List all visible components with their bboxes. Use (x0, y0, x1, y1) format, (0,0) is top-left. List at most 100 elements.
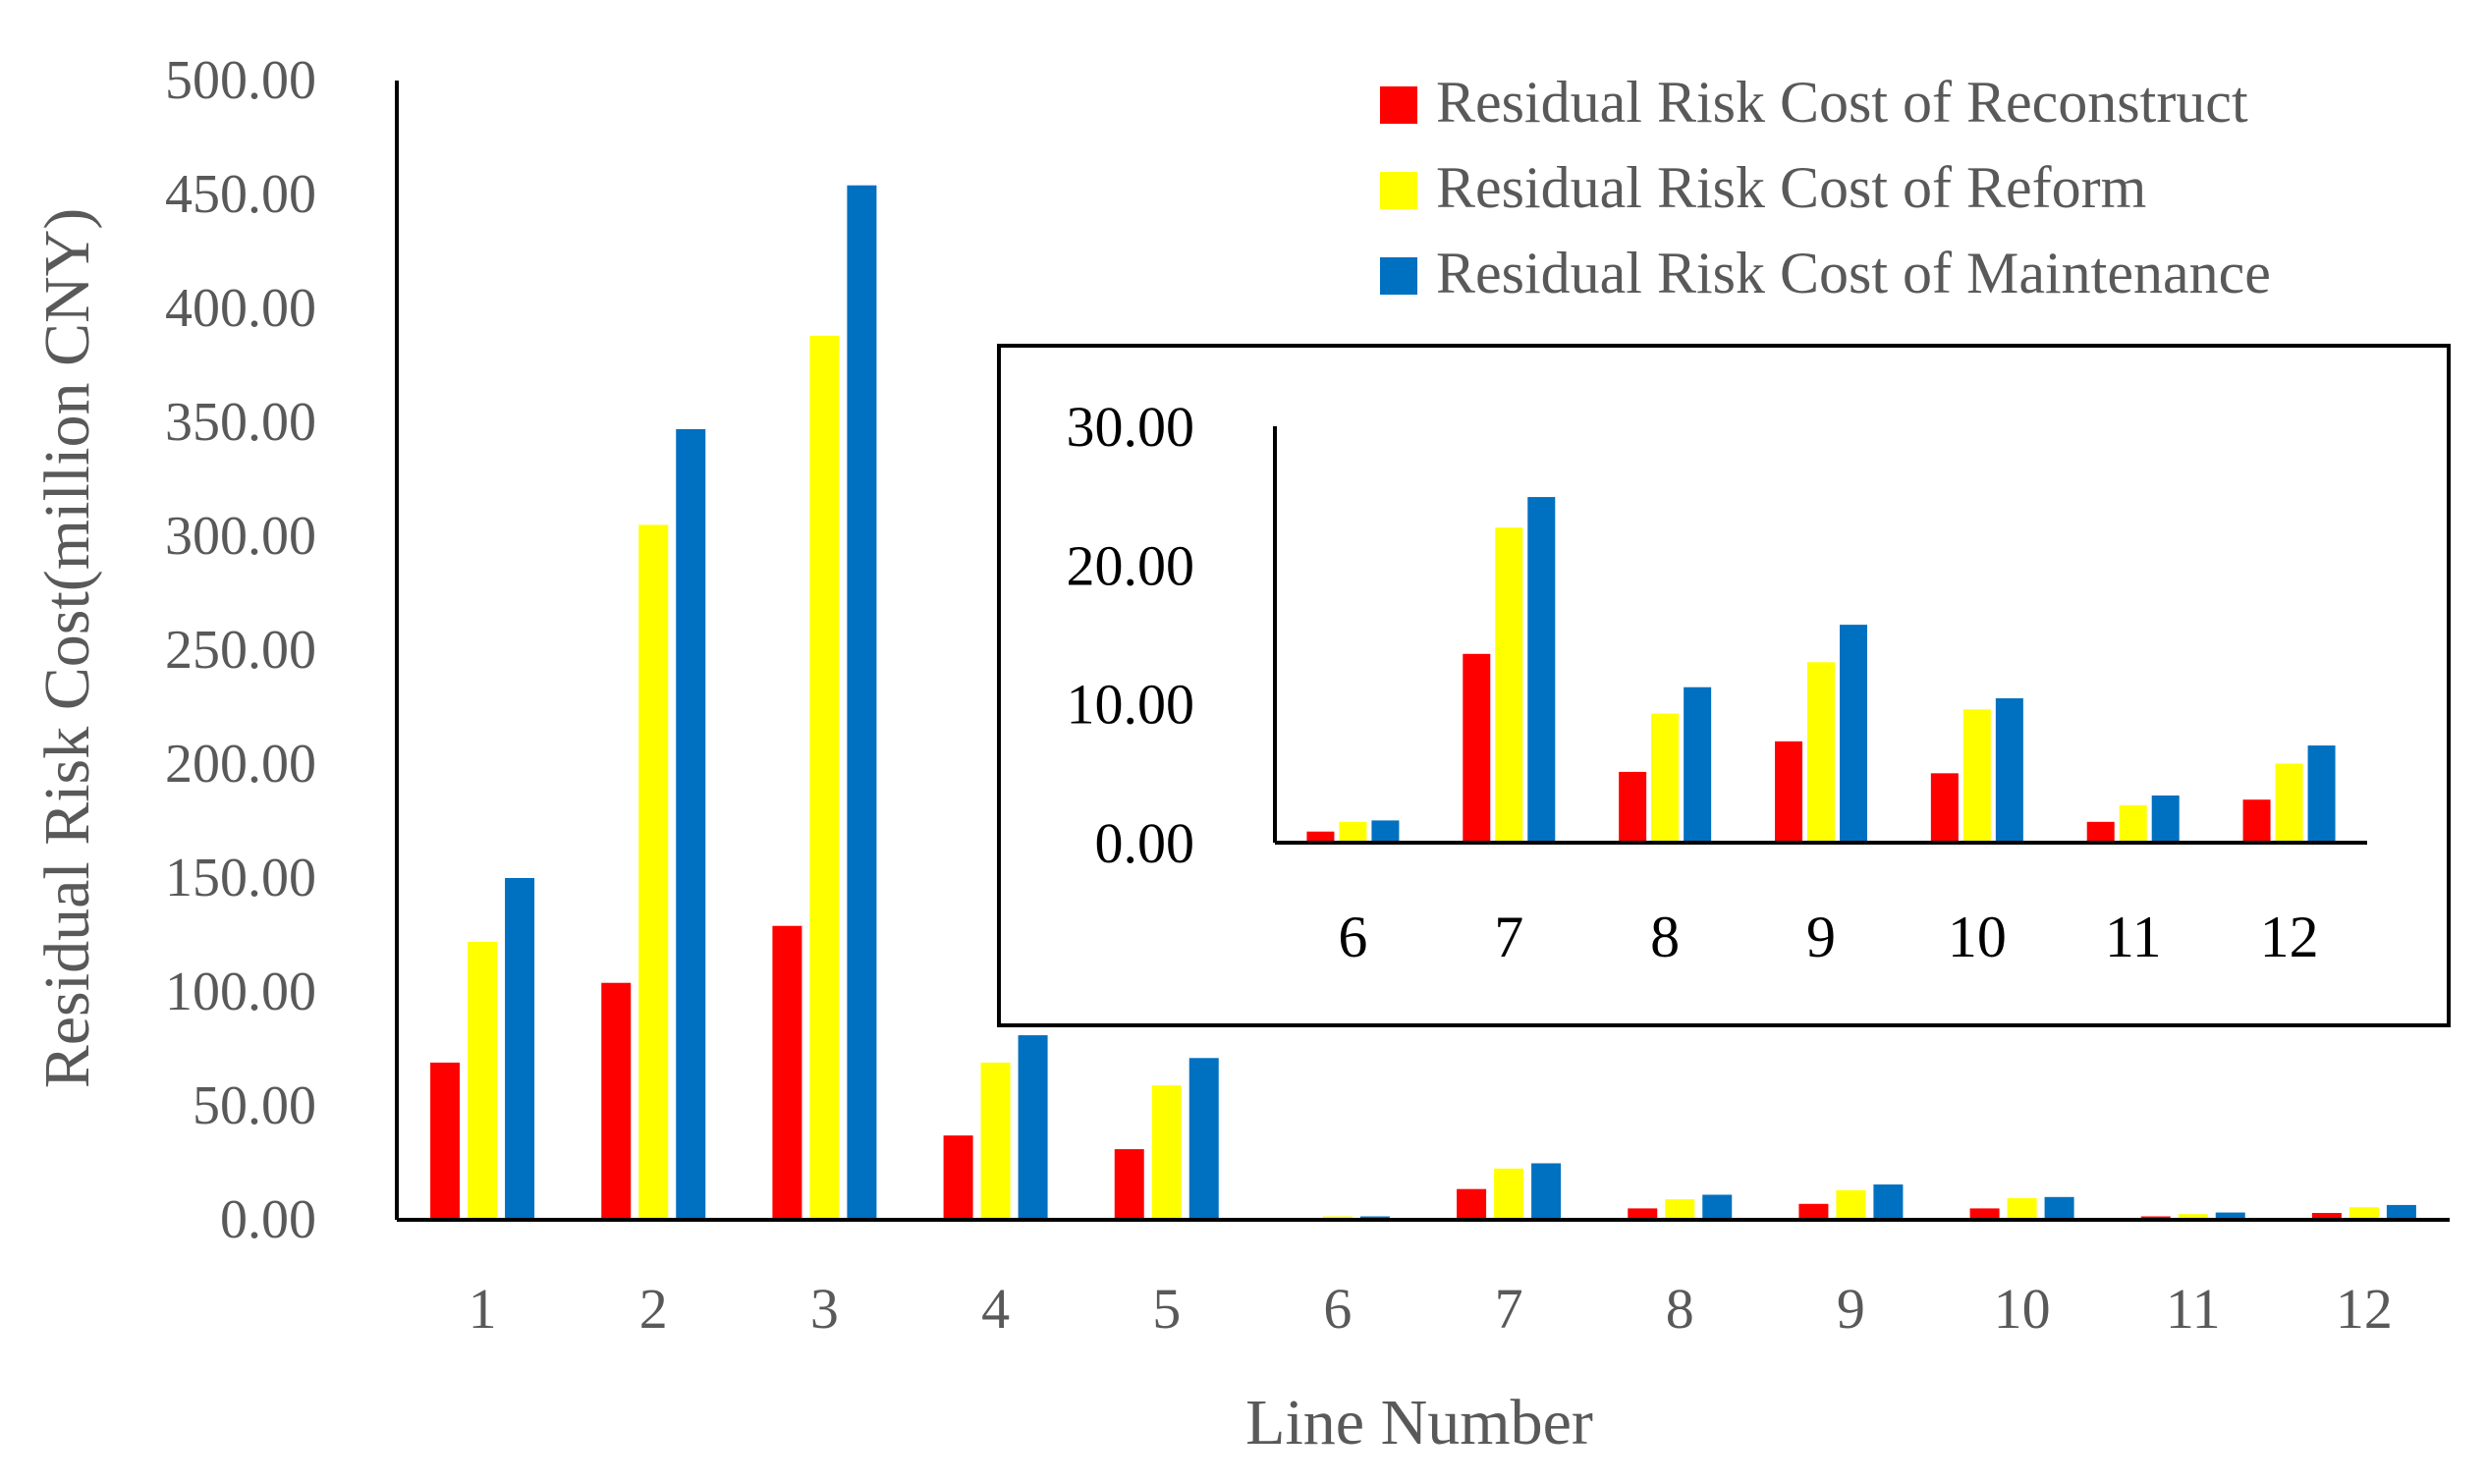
inset-chart: 0.00 10.00 20.00 30.00 6 7 8 9 10 11 12 (997, 344, 2451, 1027)
bar-residual-risk-cost-of-reconstruct-line-7 (1457, 1188, 1487, 1220)
bar-residual-risk-cost-of-maintenance-line-8 (1702, 1194, 1733, 1220)
legend: Residual Risk Cost of Reconstruct Residua… (1380, 70, 2271, 305)
y-tick-label: 450.00 (165, 164, 316, 225)
inset-bar-residual-risk-cost-of-reform-line-6 (1339, 821, 1367, 843)
inset-bar-residual-risk-cost-of-reform-line-10 (1962, 709, 1991, 843)
bar-residual-risk-cost-of-maintenance-line-7 (1531, 1163, 1562, 1220)
x-tick-label: 5 (1152, 1277, 1181, 1341)
inset-x-tick-label: 8 (1650, 905, 1680, 969)
y-tick-label: 50.00 (193, 1075, 316, 1136)
bar-residual-risk-cost-of-reconstruct-line-9 (1798, 1203, 1829, 1220)
bar-residual-risk-cost-of-maintenance-line-10 (2044, 1196, 2074, 1220)
bar-residual-risk-cost-of-maintenance-line-5 (1188, 1058, 1219, 1220)
inset-y-tick-label: 30.00 (1067, 395, 1195, 459)
bar-residual-risk-cost-of-maintenance-line-11 (2215, 1212, 2245, 1220)
bar-residual-risk-cost-of-maintenance-line-4 (1018, 1035, 1048, 1220)
inset-bar-residual-risk-cost-of-reform-line-8 (1651, 713, 1680, 843)
y-tick-label: 400.00 (165, 278, 316, 339)
bar-residual-risk-cost-of-maintenance-line-1 (505, 878, 535, 1220)
bar-residual-risk-cost-of-reconstruct-line-2 (601, 982, 632, 1220)
inset-bar-residual-risk-cost-of-reform-line-11 (2119, 804, 2147, 843)
inset-y-tick-label: 20.00 (1067, 533, 1195, 597)
inset-bar-residual-risk-cost-of-reconstruct-line-9 (1775, 741, 1802, 843)
legend-entry: Residual Risk Cost of Reconstruct (1436, 70, 2248, 135)
inset-bar-residual-risk-cost-of-reconstruct-line-8 (1619, 771, 1647, 843)
inset-x-tick-label: 11 (2105, 905, 2162, 969)
y-tick-label: 0.00 (220, 1189, 316, 1250)
inset-bar-residual-risk-cost-of-reconstruct-line-11 (2086, 821, 2115, 843)
bar-residual-risk-cost-of-reconstruct-line-5 (1114, 1149, 1144, 1220)
x-tick-label: 8 (1666, 1277, 1694, 1341)
bar-residual-risk-cost-of-reconstruct-line-12 (2311, 1213, 2342, 1220)
legend-entry: Residual Risk Cost of Maintenance (1436, 241, 2271, 305)
y-tick-label: 500.00 (165, 50, 316, 111)
inset-bar-residual-risk-cost-of-reconstruct-line-12 (2242, 799, 2271, 843)
x-tick-label: 6 (1323, 1277, 1352, 1341)
inset-x-tick-label: 6 (1338, 905, 1367, 969)
x-tick-label: 9 (1837, 1277, 1865, 1341)
inset-bar-residual-risk-cost-of-maintenance-line-11 (2151, 795, 2180, 843)
bar-residual-risk-cost-of-reform-line-11 (2178, 1214, 2208, 1220)
bar-residual-risk-cost-of-reform-line-10 (2007, 1197, 2037, 1220)
x-tick-label: 7 (1495, 1277, 1523, 1341)
bar-residual-risk-cost-of-reform-line-4 (980, 1062, 1011, 1220)
y-tick-label: 100.00 (165, 962, 316, 1022)
inset-bar-residual-risk-cost-of-reconstruct-line-6 (1306, 831, 1335, 843)
inset-bar-residual-risk-cost-of-maintenance-line-12 (2307, 745, 2336, 843)
x-tick-label: 4 (981, 1277, 1010, 1341)
bar-residual-risk-cost-of-maintenance-line-3 (847, 185, 877, 1221)
bar-residual-risk-cost-of-reconstruct-line-8 (1628, 1208, 1658, 1220)
x-tick-label: 3 (810, 1277, 839, 1341)
inset-frame (997, 344, 2451, 1027)
bar-residual-risk-cost-of-maintenance-line-9 (1873, 1184, 1904, 1220)
x-tick-label: 12 (2336, 1277, 2393, 1341)
y-tick-label: 300.00 (165, 506, 316, 567)
bar-residual-risk-cost-of-reconstruct-line-10 (1969, 1208, 2000, 1220)
x-tick-label: 11 (2166, 1277, 2221, 1341)
inset-x-tick-label: 7 (1494, 905, 1523, 969)
bar-residual-risk-cost-of-reconstruct-line-3 (772, 925, 802, 1220)
y-tick-label: 200.00 (165, 734, 316, 795)
inset-bar-residual-risk-cost-of-maintenance-line-6 (1371, 820, 1400, 843)
x-tick-label: 1 (469, 1277, 497, 1341)
inset-bar-residual-risk-cost-of-reform-line-9 (1807, 662, 1835, 843)
legend-swatch (1380, 257, 1417, 295)
inset-bar-residual-risk-cost-of-maintenance-line-9 (1840, 625, 1867, 843)
bar-residual-risk-cost-of-maintenance-line-2 (676, 428, 706, 1221)
inset-y-tick-label: 0.00 (1095, 811, 1195, 875)
bar-residual-risk-cost-of-reform-line-8 (1665, 1199, 1695, 1220)
inset-y-tick-label: 10.00 (1067, 673, 1195, 737)
x-tick-label: 2 (639, 1277, 668, 1341)
legend-swatch (1380, 86, 1417, 124)
main-chart: 0.0050.00100.00150.00200.00250.00300.003… (31, 50, 2450, 1458)
inset-bar-residual-risk-cost-of-reconstruct-line-10 (1930, 773, 1959, 843)
bar-residual-risk-cost-of-reform-line-3 (809, 335, 840, 1221)
bar-residual-risk-cost-of-reform-line-7 (1494, 1168, 1524, 1220)
bar-residual-risk-cost-of-reform-line-2 (638, 524, 669, 1220)
legend-entry: Residual Risk Cost of Reform (1436, 155, 2146, 220)
legend-swatch (1380, 172, 1417, 209)
inset-bar-residual-risk-cost-of-maintenance-line-8 (1684, 687, 1712, 843)
inset-bar-residual-risk-cost-of-reform-line-7 (1495, 527, 1523, 843)
inset-x-tick-label: 12 (2260, 905, 2319, 969)
inset-bar-residual-risk-cost-of-maintenance-line-7 (1527, 497, 1556, 843)
bar-residual-risk-cost-of-maintenance-line-12 (2386, 1204, 2416, 1220)
inset-bar-residual-risk-cost-of-reconstruct-line-7 (1463, 653, 1491, 843)
inset-x-tick-label: 9 (1806, 905, 1836, 969)
bar-residual-risk-cost-of-reconstruct-line-4 (943, 1135, 973, 1220)
bar-residual-risk-cost-of-reform-line-12 (2348, 1207, 2379, 1220)
y-tick-label: 350.00 (165, 392, 316, 453)
inset-bar-residual-risk-cost-of-reform-line-12 (2275, 763, 2303, 843)
inset-bar-residual-risk-cost-of-maintenance-line-10 (1995, 698, 2023, 843)
bar-residual-risk-cost-of-reform-line-1 (468, 941, 498, 1220)
inset-x-tick-label: 10 (1948, 905, 2007, 969)
y-tick-label: 150.00 (165, 848, 316, 908)
x-tick-label: 10 (1994, 1277, 2051, 1341)
bar-residual-risk-cost-of-reform-line-5 (1151, 1085, 1182, 1220)
y-tick-label: 250.00 (165, 620, 316, 681)
bar-residual-risk-cost-of-reconstruct-line-1 (430, 1062, 461, 1220)
bar-residual-risk-cost-of-reform-line-9 (1836, 1189, 1866, 1220)
x-axis-title: Line Number (1245, 1387, 1593, 1458)
